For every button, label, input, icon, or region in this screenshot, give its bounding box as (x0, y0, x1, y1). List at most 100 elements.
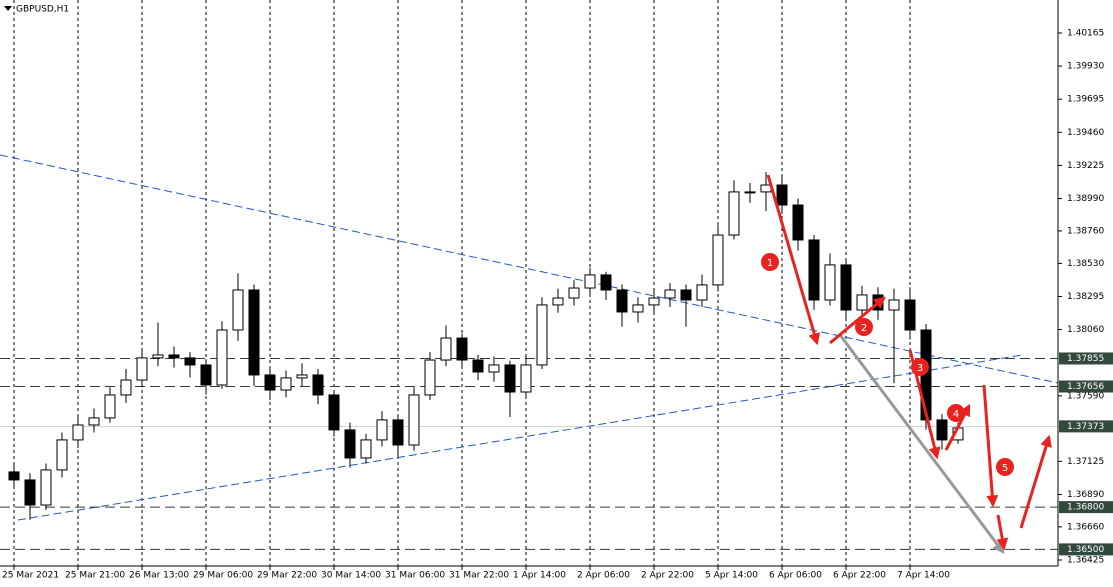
candle-body (520, 364, 532, 393)
x-tick-label: 29 Mar 22:00 (257, 571, 317, 581)
candle-body (440, 337, 452, 361)
candle-body (696, 284, 708, 301)
x-tick-label: 25 Mar 21:00 (65, 571, 125, 581)
candle-body (88, 417, 100, 426)
candle-body (472, 359, 484, 373)
red-arrow (829, 296, 886, 345)
candle-body (936, 419, 948, 441)
menu-triangle (4, 6, 12, 11)
y-tick-label: 1.36660 (1067, 522, 1104, 532)
level-box (1059, 543, 1113, 556)
candle-body (104, 394, 116, 419)
candle-body (584, 274, 596, 289)
x-tick-label: 6 Apr 06:00 (769, 571, 822, 581)
marker-label: 1 (767, 258, 773, 269)
candle-body (648, 297, 660, 306)
trend-line (17, 354, 1023, 521)
y-tick-label: 1.36890 (1067, 490, 1104, 500)
candle-body (568, 287, 580, 299)
marker-circle (855, 318, 873, 336)
candle-body (184, 357, 196, 366)
candle-body (728, 191, 740, 236)
level-box (1059, 380, 1113, 393)
marker-circle (761, 253, 779, 271)
y-tick-label: 1.39930 (1067, 62, 1104, 72)
y-tick-label: 1.38060 (1067, 325, 1104, 335)
candle-body (488, 364, 500, 373)
marker-circle (911, 358, 929, 376)
red-arrow (996, 514, 1009, 551)
candle-body (504, 364, 516, 393)
last-price-label: 1.37373 (1067, 422, 1104, 432)
candle-body (8, 471, 20, 481)
trend-line (0, 154, 1059, 384)
candle-body (808, 239, 820, 301)
candle-body (664, 289, 676, 299)
x-tick-label: 25 Mar 2021 (2, 571, 59, 581)
y-tick-label: 1.38530 (1067, 259, 1104, 269)
x-tick-label: 29 Mar 06:00 (193, 571, 253, 581)
y-tick-label: 1.39225 (1067, 161, 1104, 171)
candle-body (120, 379, 132, 396)
candle-body (744, 191, 756, 194)
chart-title: GBPUSD,H1 (16, 5, 69, 15)
candle-body (376, 419, 388, 441)
x-tick-label: 2 Apr 06:00 (577, 571, 630, 581)
candle-body (840, 264, 852, 311)
candle-body (824, 264, 836, 301)
candle-body (344, 429, 356, 459)
candle-body (712, 234, 724, 286)
y-tick-label: 1.37590 (1067, 391, 1104, 401)
axis-layer: 1.40165 1.39930 1.39695 1.39460 1.39225 1.389… (2, 28, 1113, 581)
x-tick-label: 1 Apr 14:00 (513, 571, 566, 581)
y-tick-label: 1.38990 (1067, 194, 1104, 204)
candle-body (200, 364, 212, 386)
candle-body (904, 299, 916, 331)
candle-body (680, 289, 692, 301)
annotations: 1 2 3 4 5 (761, 253, 1014, 476)
level-label: 1.37855 (1067, 354, 1104, 364)
marker-label: 4 (953, 409, 959, 420)
candle-body (296, 374, 308, 379)
gray-arrow (838, 334, 1005, 554)
y-tick-label: 1.39695 (1067, 95, 1104, 105)
candle-body (360, 439, 372, 459)
marker-label: 2 (861, 323, 867, 334)
candle-body (232, 289, 244, 331)
candle-body (408, 394, 420, 446)
x-tick-label: 30 Mar 14:00 (321, 571, 381, 581)
candle-body (456, 337, 468, 361)
x-tick-label: 31 Mar 22:00 (449, 571, 509, 581)
level-box (1059, 501, 1113, 514)
last-price-box (1059, 420, 1113, 433)
red-arrow (1019, 434, 1052, 529)
candle-body (136, 357, 148, 381)
level-label: 1.36500 (1067, 545, 1104, 555)
marker-circle (996, 458, 1014, 476)
level-label: 1.36800 (1067, 503, 1104, 513)
x-tick-label: 5 Apr 14:00 (705, 571, 758, 581)
candle-body (264, 374, 276, 391)
red-arrow (982, 384, 999, 508)
x-tick-label: 31 Mar 06:00 (385, 571, 445, 581)
candle-body (328, 394, 340, 431)
y-tick-label: 1.38295 (1067, 292, 1104, 302)
candle-body (776, 184, 788, 206)
candle-body (152, 354, 164, 359)
candle-body (72, 424, 84, 441)
candle-body (552, 297, 564, 306)
candle-body (424, 359, 436, 396)
y-tick-label: 1.37125 (1067, 457, 1104, 467)
candle-body (792, 204, 804, 241)
level-box (1059, 352, 1113, 365)
x-tick-label: 2 Apr 22:00 (641, 571, 694, 581)
candle-body (616, 289, 628, 313)
red-arrow (944, 403, 971, 451)
marker-circle (947, 404, 965, 422)
candle-body (280, 377, 292, 391)
marker-label: 3 (917, 363, 923, 374)
candle-body (216, 329, 228, 386)
candle-body (632, 304, 644, 313)
